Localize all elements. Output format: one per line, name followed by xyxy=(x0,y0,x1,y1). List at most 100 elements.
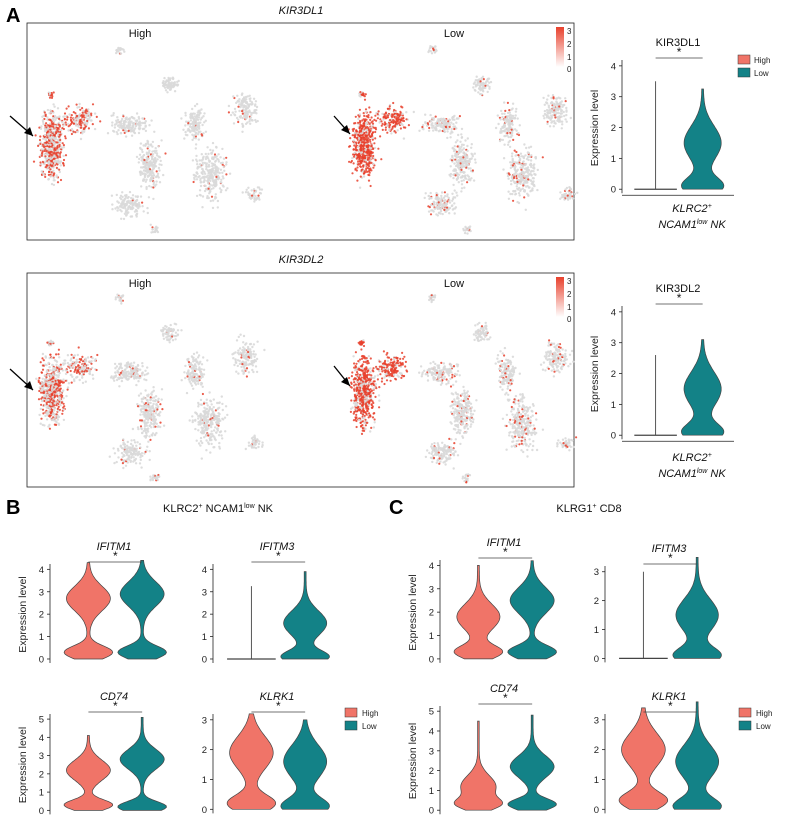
umap-point xyxy=(67,382,71,385)
umap-point xyxy=(144,129,148,133)
umap-point xyxy=(155,180,158,183)
umap-point xyxy=(203,161,207,165)
umap-point xyxy=(381,112,384,116)
umap-point xyxy=(145,424,149,427)
umap-point xyxy=(357,121,360,124)
umap-point xyxy=(354,167,357,170)
umap-point xyxy=(40,397,43,400)
umap-point xyxy=(119,196,122,199)
umap-point xyxy=(121,124,125,128)
umap-point xyxy=(192,136,196,140)
umap-point xyxy=(131,126,134,130)
umap-point xyxy=(564,194,567,198)
umap-point xyxy=(528,155,531,159)
umap-point xyxy=(445,206,449,209)
umap-point xyxy=(400,122,403,126)
umap-point xyxy=(369,135,372,138)
umap-point xyxy=(76,369,80,372)
umap-point xyxy=(225,173,228,176)
umap-point xyxy=(486,78,489,81)
umap-point xyxy=(358,108,361,111)
umap-point xyxy=(83,130,86,133)
umap-point xyxy=(75,358,78,361)
umap-point xyxy=(372,162,375,166)
umap-point xyxy=(363,98,367,101)
umap-point xyxy=(190,116,193,119)
umap-point xyxy=(151,228,154,231)
umap-point xyxy=(74,112,77,115)
umap-point xyxy=(202,115,205,118)
umap-point xyxy=(49,175,52,178)
umap-point xyxy=(70,357,73,360)
umap-point xyxy=(201,168,204,171)
umap-point xyxy=(241,112,244,115)
umap-point xyxy=(132,456,135,459)
umap-point xyxy=(363,138,366,141)
umap-point xyxy=(458,150,461,154)
umap-point xyxy=(56,107,60,110)
umap-point xyxy=(454,206,458,209)
umap-point xyxy=(157,155,160,158)
umap-point xyxy=(503,143,506,146)
umap-point xyxy=(248,97,251,101)
umap-point xyxy=(429,203,433,207)
umap-point xyxy=(384,122,387,125)
umap-point xyxy=(74,120,77,123)
umap-point xyxy=(197,118,200,122)
umap-point xyxy=(536,168,539,172)
umap-point xyxy=(512,160,515,164)
umap-point xyxy=(76,130,79,133)
umap-point xyxy=(526,175,530,178)
umap-point xyxy=(571,197,575,200)
umap-point xyxy=(40,163,43,166)
umap-point xyxy=(229,113,233,117)
umap-point xyxy=(137,394,141,397)
umap-point xyxy=(529,162,532,166)
umap-point xyxy=(380,158,383,161)
umap-point xyxy=(472,86,475,89)
umap-point xyxy=(198,193,202,197)
umap-point xyxy=(207,172,210,175)
umap-point xyxy=(141,397,145,401)
umap-point xyxy=(51,392,54,395)
umap-point xyxy=(368,122,371,125)
umap-point xyxy=(466,137,469,140)
umap-point xyxy=(459,170,462,174)
umap-point xyxy=(216,157,219,161)
umap-point xyxy=(565,113,568,117)
umap-point xyxy=(56,138,60,141)
umap-point xyxy=(453,145,456,148)
umap-point xyxy=(252,188,256,191)
umap-point xyxy=(47,373,50,376)
umap-point xyxy=(49,353,52,356)
umap-point xyxy=(532,170,535,173)
umap-point xyxy=(476,83,479,87)
umap-point xyxy=(364,110,367,114)
umap-point xyxy=(427,129,431,132)
umap-point xyxy=(367,179,371,182)
umap-point xyxy=(148,184,151,188)
umap-point xyxy=(478,85,482,88)
umap-point xyxy=(44,129,47,132)
umap-point xyxy=(378,121,381,124)
umap-point xyxy=(218,187,222,190)
umap-point xyxy=(158,163,161,166)
umap-point xyxy=(43,153,46,156)
umap-point xyxy=(221,171,224,174)
umap-point xyxy=(144,389,147,392)
umap-point xyxy=(52,183,56,187)
umap-point xyxy=(569,192,573,195)
umap-point xyxy=(552,97,555,100)
umap-point xyxy=(84,357,88,360)
umap-point xyxy=(42,412,45,415)
umap-point xyxy=(90,112,93,115)
umap-point xyxy=(121,48,124,51)
umap-point xyxy=(528,186,531,189)
umap-point xyxy=(152,423,155,426)
umap-point xyxy=(52,166,55,169)
umap-point xyxy=(149,160,152,163)
umap-point xyxy=(81,355,84,358)
umap-point xyxy=(187,122,190,125)
umap-point xyxy=(41,368,45,371)
umap-point xyxy=(63,359,67,362)
